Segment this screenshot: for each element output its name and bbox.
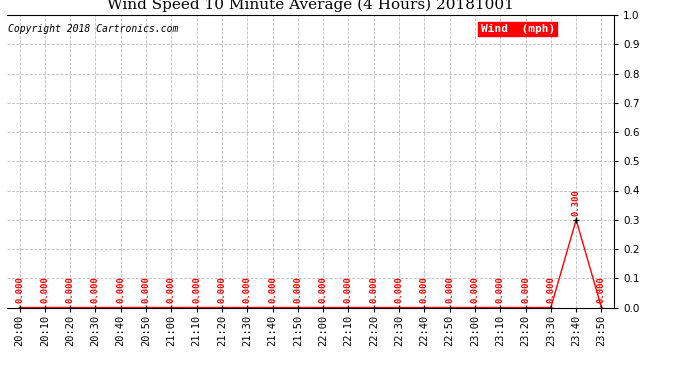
Text: 0.000: 0.000 <box>116 276 126 303</box>
Text: 0.000: 0.000 <box>395 276 404 303</box>
Text: 0.000: 0.000 <box>217 276 226 303</box>
Text: 0.000: 0.000 <box>268 276 277 303</box>
Text: 0.000: 0.000 <box>15 276 24 303</box>
Text: 0.000: 0.000 <box>319 276 328 303</box>
Text: 0.000: 0.000 <box>66 276 75 303</box>
Text: Wind  (mph): Wind (mph) <box>480 24 555 34</box>
Text: 0.000: 0.000 <box>91 276 100 303</box>
Text: 0.000: 0.000 <box>445 276 454 303</box>
Text: 0.000: 0.000 <box>369 276 378 303</box>
Text: 0.000: 0.000 <box>167 276 176 303</box>
Text: 0.000: 0.000 <box>40 276 50 303</box>
Text: 0.000: 0.000 <box>243 276 252 303</box>
Text: 0.000: 0.000 <box>495 276 505 303</box>
Text: 0.000: 0.000 <box>471 276 480 303</box>
Text: 0.000: 0.000 <box>192 276 201 303</box>
Text: 0.000: 0.000 <box>344 276 353 303</box>
Text: Copyright 2018 Cartronics.com: Copyright 2018 Cartronics.com <box>8 24 179 34</box>
Text: 0.000: 0.000 <box>546 276 555 303</box>
Title: Wind Speed 10 Minute Average (4 Hours) 20181001: Wind Speed 10 Minute Average (4 Hours) 2… <box>107 0 514 12</box>
Text: 0.000: 0.000 <box>597 276 606 303</box>
Text: 0.000: 0.000 <box>293 276 302 303</box>
Text: 0.300: 0.300 <box>571 189 581 216</box>
Text: 0.000: 0.000 <box>420 276 429 303</box>
Text: 0.000: 0.000 <box>141 276 150 303</box>
Text: 0.000: 0.000 <box>521 276 530 303</box>
